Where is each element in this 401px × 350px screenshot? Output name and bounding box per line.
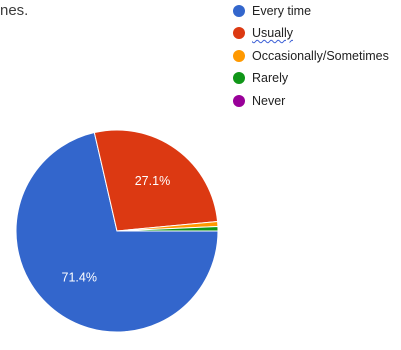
slice-label-usually: 27.1% bbox=[135, 174, 170, 188]
legend-label-rarely: Rarely bbox=[252, 71, 289, 85]
legend-label-every-time: Every time bbox=[252, 3, 312, 18]
legend-item-usually: Usually bbox=[233, 26, 389, 40]
pie-slice-rarely bbox=[116, 226, 219, 232]
legend-item-rarely: Rarely bbox=[233, 71, 389, 85]
legend-label-never: Never bbox=[252, 93, 286, 108]
pie-slice-every-time bbox=[15, 131, 219, 333]
legend-swatch-rarely bbox=[233, 72, 245, 84]
legend-swatch-usually bbox=[233, 27, 245, 39]
legend-item-never: Never bbox=[233, 93, 389, 108]
legend-label-occasionally-sometimes: Occasionally/Sometimes bbox=[252, 48, 389, 63]
chart-legend: Every time Usually Occasionally/Sometime… bbox=[233, 4, 389, 117]
legend-swatch-occasionally-sometimes bbox=[233, 49, 245, 62]
slice-label-every-time: 71.4% bbox=[62, 271, 97, 285]
legend-item-occasionally-sometimes: Occasionally/Sometimes bbox=[233, 48, 389, 63]
legend-item-every-time: Every time bbox=[233, 3, 389, 18]
clipped-heading-text: nes. bbox=[0, 2, 29, 19]
legend-swatch-every-time bbox=[233, 4, 245, 17]
pie-slice-usually bbox=[93, 129, 219, 232]
legend-swatch-never bbox=[233, 94, 245, 107]
legend-label-usually: Usually bbox=[252, 26, 293, 40]
